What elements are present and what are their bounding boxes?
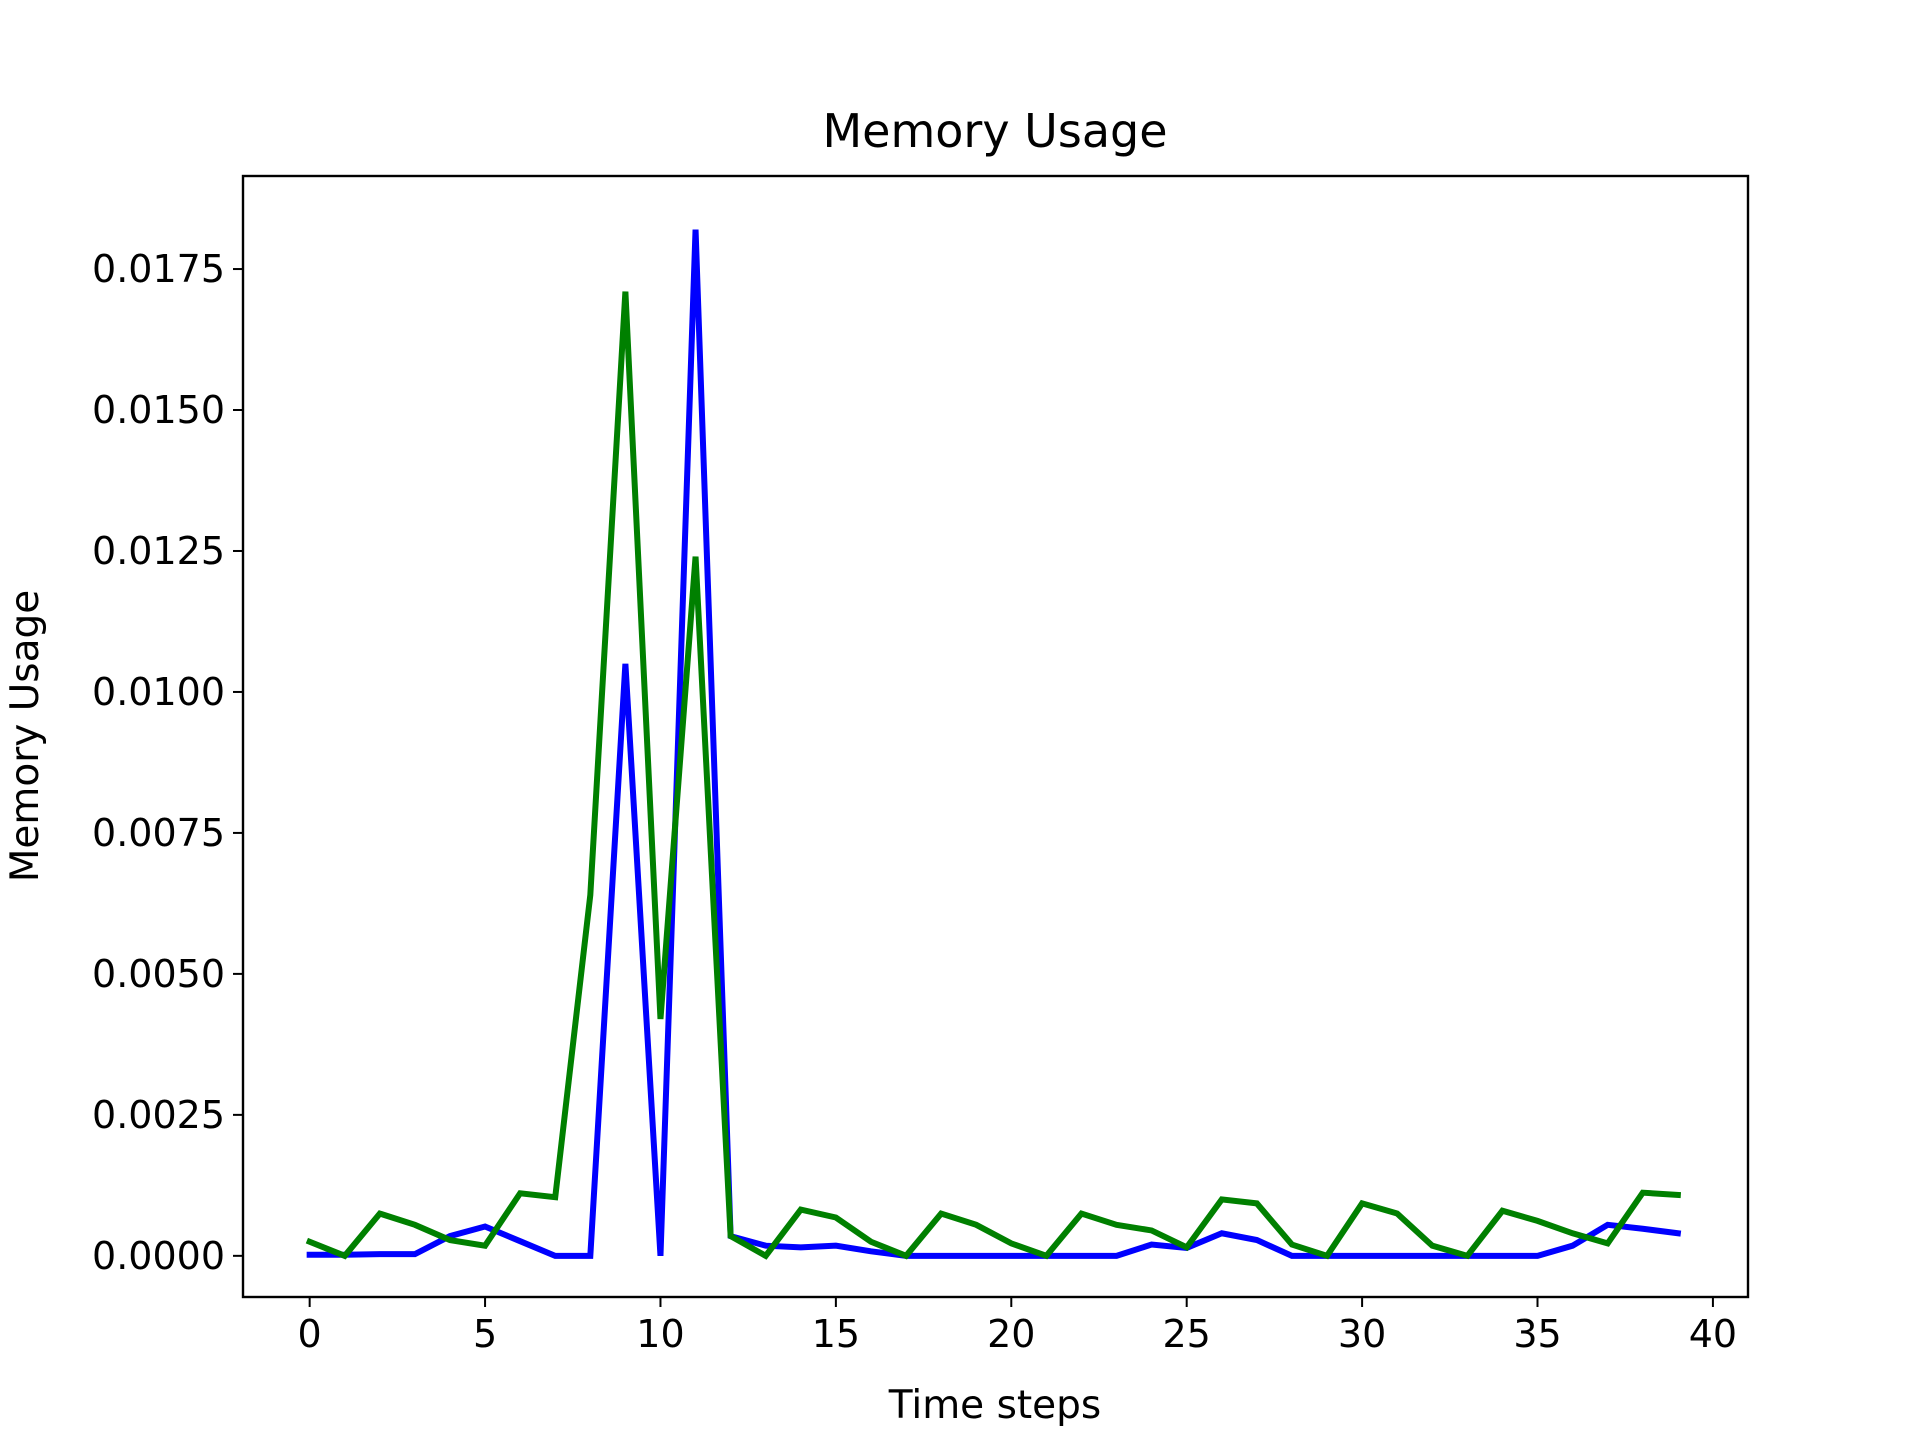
y-tick-label: 0.0125 [92, 529, 225, 573]
x-tick-label: 5 [473, 1312, 497, 1356]
x-tick-label: 20 [987, 1312, 1035, 1356]
y-tick-label: 0.0150 [92, 388, 225, 432]
y-tick-label: 0.0050 [92, 952, 225, 996]
chart-title: Memory Usage [822, 104, 1167, 158]
x-tick-label: 25 [1163, 1312, 1211, 1356]
x-tick-label: 0 [298, 1312, 322, 1356]
series-line-2 [305, 291, 1682, 1260]
y-tick-label: 0.0100 [92, 670, 225, 714]
y-tick-label: 0.0175 [92, 247, 225, 291]
y-axis: 0.0000 0.0025 0.0050 0.0075 0.0100 0.0125 0.01… [92, 247, 243, 1278]
x-tick-label: 30 [1338, 1312, 1386, 1356]
y-tick-label: 0.0025 [92, 1093, 225, 1137]
x-tick-label: 40 [1689, 1312, 1737, 1356]
series-layer [305, 229, 1682, 1260]
x-tick-label: 35 [1513, 1312, 1561, 1356]
x-tick-label: 15 [812, 1312, 860, 1356]
plot-frame [241, 174, 1750, 1299]
x-axis-label: Time steps [888, 1383, 1102, 1428]
y-tick-label: 0.0000 [92, 1234, 225, 1278]
y-axis-label: Memory Usage [3, 590, 48, 883]
series-line-1 [306, 229, 1682, 1259]
x-axis: 0 5 10 15 20 25 30 35 40 [298, 1297, 1737, 1356]
y-tick-label: 0.0075 [92, 811, 225, 855]
x-tick-label: 10 [636, 1312, 684, 1356]
